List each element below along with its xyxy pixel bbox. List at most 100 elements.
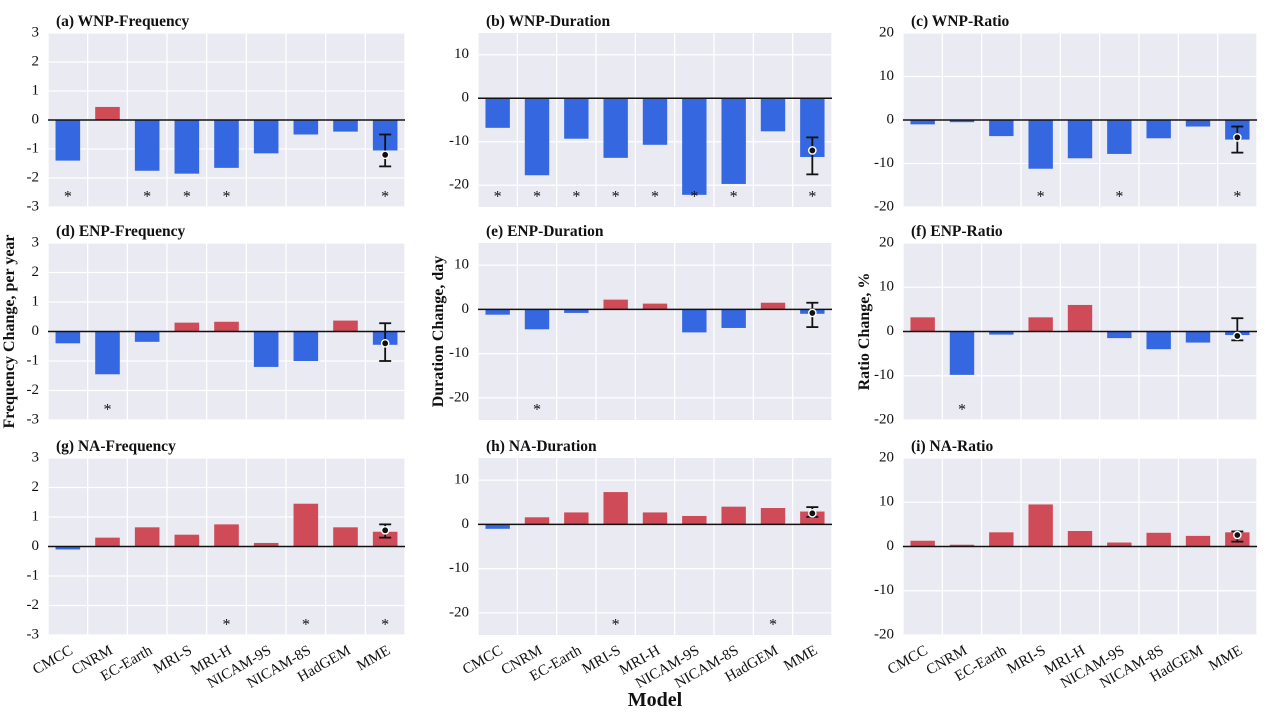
- bar-a-CNRM: [95, 106, 120, 120]
- bar-h-NICAM-8S: [721, 506, 746, 525]
- significance-marker: *: [808, 189, 816, 206]
- bar-a-CMCC: [55, 120, 81, 161]
- bar-f-NICAM-8S: [1146, 331, 1171, 350]
- x-tick-label-MME: MME: [354, 643, 393, 675]
- panel-title: (a) WNP-Frequency: [56, 13, 190, 30]
- y-tick-label: 10: [454, 257, 469, 273]
- y-tick-label: 1: [32, 82, 40, 98]
- plot-area: [478, 243, 832, 420]
- mme-error-bar: [1231, 317, 1244, 342]
- y-tick-label: -20: [874, 198, 894, 214]
- bar-i-CNRM: [949, 544, 975, 547]
- bar-d-MRI-S: [174, 322, 200, 332]
- y-tick-label: -20: [449, 604, 469, 620]
- x-tick-label-CMCC: CMCC: [460, 643, 506, 679]
- mme-error-bar: [806, 136, 819, 176]
- y-tick-label: -3: [27, 626, 40, 642]
- panel-title: (g) NA-Frequency: [56, 438, 176, 455]
- significance-marker: *: [572, 189, 580, 206]
- bar-e-MRI-H: [642, 303, 668, 310]
- plot-area: [478, 458, 832, 635]
- mme-error-bar: [1231, 125, 1244, 154]
- y-axis-label-duration: Duration Change, day: [430, 256, 447, 408]
- mme-dot: [808, 308, 817, 318]
- panel-f: * 20 10 0 -10 -20 (f) ENP-Ratio: [874, 223, 1258, 427]
- bar-i-MRI-S: [1028, 504, 1053, 547]
- mme-dot: [1233, 133, 1242, 142]
- y-tick-label: -2: [27, 169, 40, 185]
- bar-f-MRI-S: [1028, 317, 1053, 332]
- mme-dot: [380, 525, 390, 535]
- panel-title: (d) ENP-Frequency: [56, 223, 186, 240]
- bar-d-NICAM-9S: [253, 331, 279, 367]
- bar-c-MRI-S: [1028, 120, 1053, 169]
- bar-c-HadGEM: [1185, 120, 1211, 127]
- y-tick-label: -10: [449, 560, 469, 576]
- y-tick-label: -20: [449, 389, 469, 405]
- y-tick-label: 10: [454, 46, 469, 62]
- bar-d-HadGEM: [333, 320, 358, 332]
- y-tick-label: 20: [879, 449, 894, 465]
- y-tick-label: 0: [462, 516, 470, 532]
- bar-c-EC-Earth: [989, 120, 1014, 137]
- y-tick-label: 20: [879, 234, 894, 250]
- y-tick-label: -10: [874, 582, 894, 598]
- y-tick-label: 0: [32, 111, 40, 127]
- bar-g-MME: [372, 531, 398, 547]
- bar-b-CNRM: [524, 98, 550, 176]
- significance-marker: *: [381, 616, 389, 633]
- y-tick-label: 10: [879, 279, 894, 295]
- bar-g-EC-Earth: [134, 527, 160, 547]
- significance-marker: *: [651, 189, 659, 206]
- panel-title: (i) NA-Ratio: [911, 438, 993, 455]
- x-tick-label-MME: MME: [781, 643, 820, 675]
- mme-dot: [1233, 530, 1242, 540]
- bar-h-MRI-S: [603, 492, 628, 525]
- bar-h-CNRM: [524, 517, 550, 525]
- bar-g-MRI-S: [174, 534, 200, 547]
- y-tick-label: -20: [874, 626, 894, 642]
- bar-b-CMCC: [485, 98, 510, 128]
- bar-i-NICAM-8S: [1146, 532, 1171, 547]
- y-tick-label: -2: [27, 382, 40, 398]
- mme-dot: [1233, 331, 1242, 341]
- panel-b: * * * * * * * * 10 0 -10 -20 (b) WNP-Duration: [449, 13, 833, 207]
- bar-c-CNRM: [949, 120, 975, 123]
- y-axis-label-ratio: Ratio Change, %: [856, 273, 873, 391]
- bar-f-NICAM-9S: [1107, 331, 1132, 339]
- x-tick-label-MRI-S: MRI-S: [151, 643, 195, 678]
- bar-h-CMCC: [485, 524, 510, 529]
- bar-g-NICAM-9S: [253, 542, 279, 547]
- bar-g-NICAM-8S: [293, 503, 319, 547]
- x-tick-label-MME: MME: [1206, 643, 1245, 675]
- bar-g-CMCC: [55, 546, 81, 550]
- bar-d-CNRM: [95, 331, 120, 375]
- bar-e-NICAM-8S: [721, 309, 746, 328]
- significance-marker: *: [533, 189, 541, 206]
- bar-b-MRI-H: [642, 98, 668, 145]
- y-tick-label: 3: [32, 24, 40, 40]
- bar-h-MME: [800, 511, 825, 525]
- y-tick-label: 10: [879, 68, 894, 84]
- y-tick-label: 10: [879, 494, 894, 510]
- y-tick-label: 0: [887, 323, 895, 339]
- significance-marker: *: [223, 616, 231, 633]
- bar-e-EC-Earth: [564, 309, 589, 313]
- bar-b-MRI-S: [603, 98, 628, 158]
- bar-d-EC-Earth: [134, 331, 160, 342]
- bar-i-CMCC: [910, 540, 935, 547]
- x-tick-label-MRI-S: MRI-S: [580, 643, 624, 678]
- y-tick-label: 3: [32, 234, 40, 250]
- bar-i-MRI-H: [1067, 531, 1093, 547]
- significance-marker: *: [1037, 189, 1045, 206]
- y-tick-label: -10: [874, 367, 894, 383]
- y-tick-label: -10: [449, 133, 469, 149]
- y-tick-label: 1: [32, 293, 40, 309]
- bar-h-MRI-H: [642, 512, 668, 525]
- panel-title: (e) ENP-Duration: [486, 223, 604, 240]
- panel-h: * *100-10-20(h) NA-DurationCMCCCNRMEC-Ear…: [449, 438, 833, 692]
- y-axis-label-frequency: Frequency Change, per year: [1, 234, 18, 428]
- mme-dot: [380, 338, 390, 348]
